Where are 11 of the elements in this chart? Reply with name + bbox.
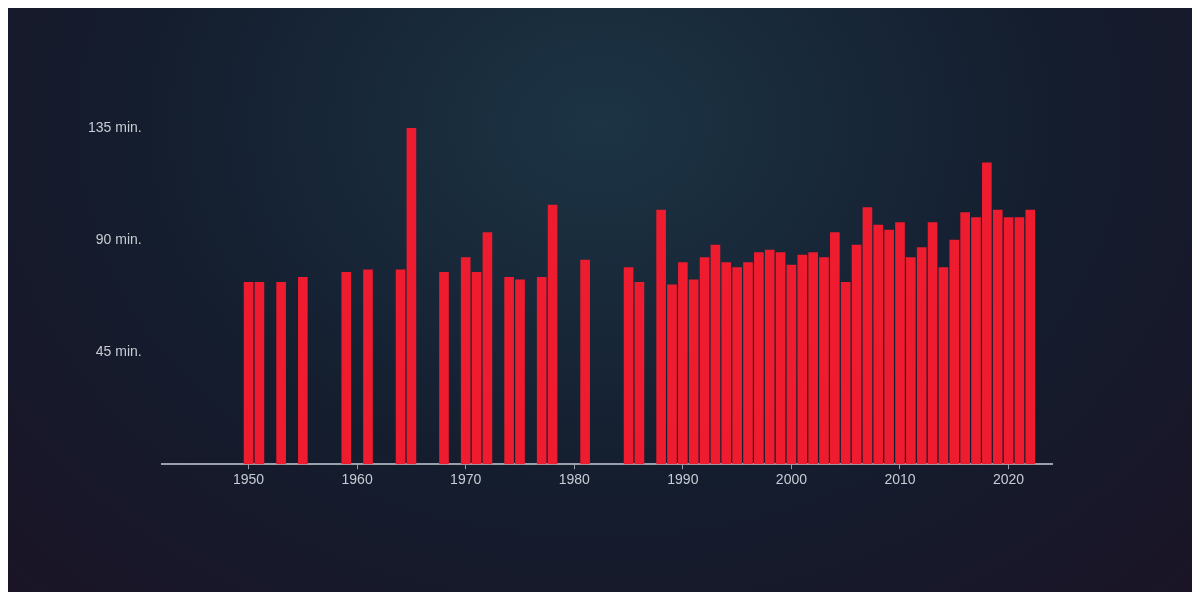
x-tick-label: 2020 bbox=[992, 471, 1025, 488]
y-tick-label: 90 min. bbox=[95, 230, 142, 247]
x-tick-label: 1980 bbox=[558, 471, 591, 488]
x-tick-label: 1960 bbox=[341, 471, 373, 488]
x-tick-label: 1990 bbox=[667, 471, 699, 488]
x-tick-label: 1950 bbox=[232, 471, 265, 488]
x-tick-label: 2000 bbox=[775, 471, 808, 488]
x-tick-label: 1970 bbox=[450, 471, 482, 488]
x-tick-label: 2010 bbox=[884, 471, 916, 488]
y-tick-label: 45 min. bbox=[95, 342, 142, 359]
y-tick-label: 135 min. bbox=[87, 118, 142, 135]
